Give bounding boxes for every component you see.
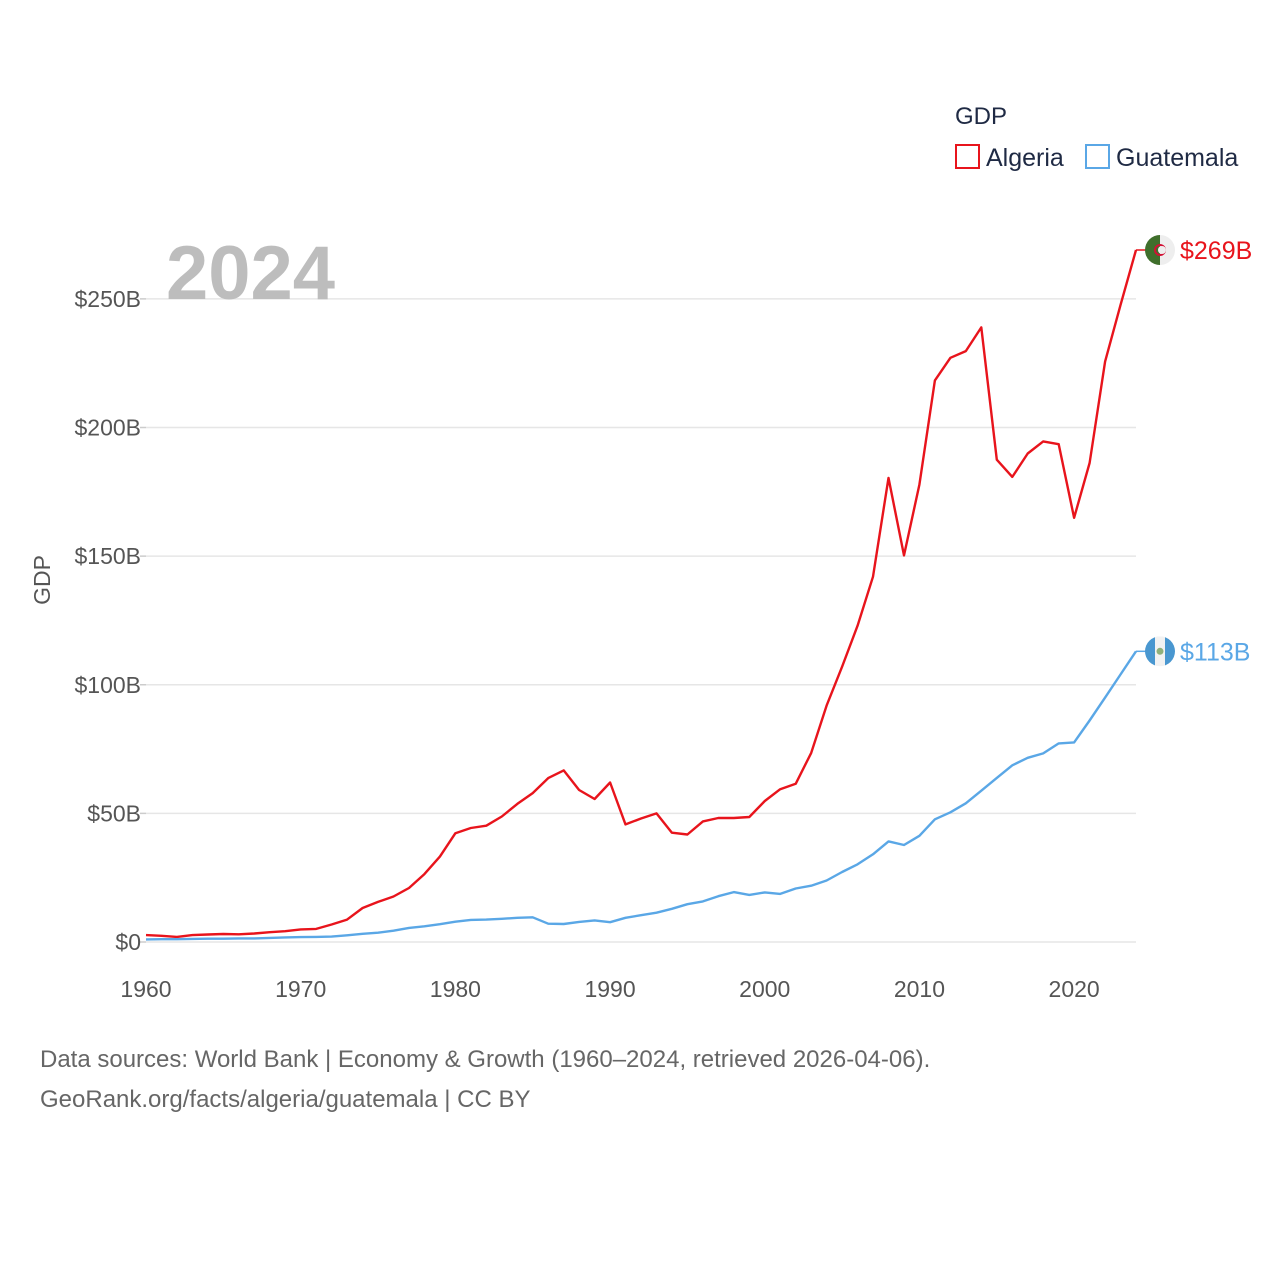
x-tick-label: 2000	[739, 976, 790, 1002]
x-tick-label: 1980	[430, 976, 481, 1002]
legend-swatch-algeria	[955, 144, 980, 169]
x-tick-label: 1960	[120, 976, 171, 1002]
y-tick-label: $200B	[74, 415, 141, 441]
legend-swatch-guatemala	[1085, 144, 1110, 169]
gridlines	[146, 298, 1136, 943]
legend-title: GDP	[955, 103, 1007, 130]
y-tick-label: $50B	[87, 800, 141, 826]
source-line-2: GeoRank.org/facts/algeria/guatemala | CC…	[40, 1086, 531, 1113]
y-axis-label: GDP	[29, 555, 55, 605]
series-end-labels: $269B $113B	[1136, 235, 1252, 667]
x-tick-label: 2010	[894, 976, 945, 1002]
y-tick-label: $100B	[74, 672, 141, 698]
legend: GDP Algeria Guatemala	[955, 103, 1238, 172]
x-axis-ticks: 1960 1970 1980 1990 2000 2010 2020	[120, 976, 1099, 1002]
source-note: Data sources: World Bank | Economy & Gro…	[40, 1040, 930, 1120]
x-tick-label: 2020	[1049, 976, 1100, 1002]
legend-label-guatemala: Guatemala	[1116, 144, 1238, 172]
year-label: 2024	[166, 231, 335, 316]
legend-label-algeria: Algeria	[986, 144, 1064, 172]
y-tick-label: $150B	[74, 543, 141, 569]
y-axis-ticks: $0 $50B $100B $150B $200B $250B	[74, 286, 146, 955]
series-line-guatemala	[145, 650, 1137, 941]
x-tick-label: 1970	[275, 976, 326, 1002]
series-line-algeria	[145, 249, 1138, 939]
source-line-1: Data sources: World Bank | Economy & Gro…	[40, 1046, 931, 1073]
y-tick-label: $0	[115, 929, 141, 955]
series-lines	[145, 249, 1138, 941]
guatemala-flag-icon	[1145, 636, 1175, 667]
x-tick-label: 1990	[584, 976, 635, 1002]
y-tick-label: $250B	[74, 286, 141, 312]
end-value-label-algeria: $269B	[1180, 237, 1252, 265]
algeria-flag-icon	[1145, 235, 1175, 265]
end-value-label-guatemala: $113B	[1180, 638, 1250, 666]
